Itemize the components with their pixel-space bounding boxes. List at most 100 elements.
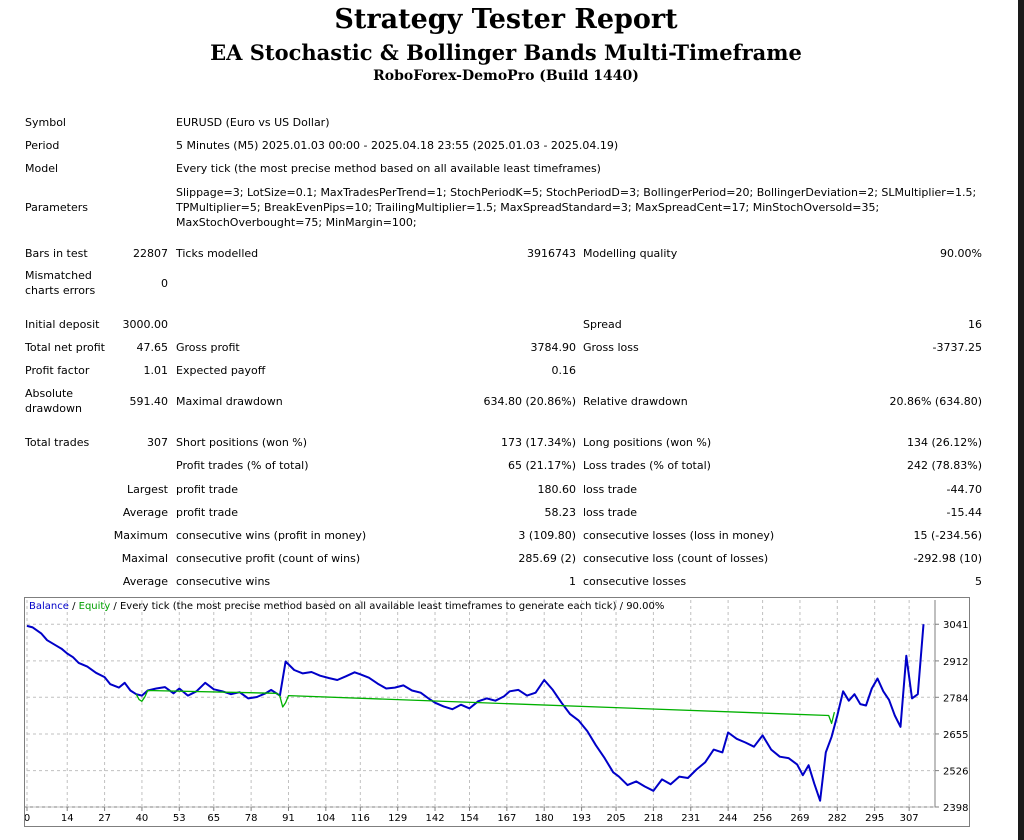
y-tick-label: 2784 (943, 693, 968, 704)
maximum-label: Maximum (113, 529, 168, 542)
x-tick-label: 14 (61, 813, 74, 824)
maximal-consecutive-profit-label: consecutive profit (count of wins) (176, 552, 361, 565)
profit-trades-value: 65 (21.17%) (507, 459, 576, 472)
legend-equity: Equity (78, 601, 111, 612)
average-label: Average (122, 506, 168, 519)
x-tick-label: 40 (136, 813, 149, 824)
x-tick-label: 167 (497, 813, 516, 824)
x-tick-label: 205 (607, 813, 626, 824)
legend-separator: / (68, 601, 79, 612)
parameters-line-1: Slippage=3; LotSize=0.1; MaxTradesPerTre… (176, 186, 977, 199)
x-tick-label: 129 (388, 813, 407, 824)
x-tick-label: 78 (245, 813, 258, 824)
largest-label: Largest (127, 483, 168, 496)
largest-profit-label: profit trade (176, 483, 239, 496)
x-tick-label: 116 (351, 813, 370, 824)
y-tick-label: 2912 (943, 657, 968, 668)
x-tick-label: 91 (282, 813, 295, 824)
period-label: Period (25, 139, 60, 152)
x-tick-label: 231 (681, 813, 700, 824)
average-loss-label: loss trade (583, 506, 638, 519)
absolute-drawdown-value: 591.40 (129, 395, 169, 408)
gross-loss-label: Gross loss (583, 341, 639, 354)
x-tick-label: 269 (790, 813, 809, 824)
gross-profit-label: Gross profit (176, 341, 240, 354)
legend-balance: Balance (29, 601, 69, 612)
maximal-drawdown-value: 634.80 (20.86%) (483, 395, 576, 408)
x-tick-label: 104 (316, 813, 335, 824)
x-tick-label: 307 (900, 813, 919, 824)
x-tick-label: 180 (535, 813, 554, 824)
average-consecutive-wins-value: 1 (569, 575, 576, 588)
loss-trades-value: 242 (78.83%) (906, 459, 982, 472)
x-tick-label: 256 (753, 813, 772, 824)
bars-label: Bars in test (25, 247, 88, 260)
maximal-label: Maximal (121, 552, 168, 565)
max-consecutive-losses-label: consecutive losses (loss in money) (583, 529, 775, 542)
parameters-label: Parameters (25, 201, 88, 214)
average-consecutive-losses-value: 5 (975, 575, 982, 588)
quality-value: 90.00% (940, 247, 982, 260)
y-tick-label: 2655 (943, 730, 968, 741)
largest-loss-label: loss trade (583, 483, 638, 496)
legend-description: / Every tick (the most precise method ba… (110, 601, 665, 612)
absolute-drawdown-label-1: Absolute (25, 387, 74, 400)
mismatch-label-2: charts errors (25, 284, 96, 297)
average-consecutive-wins-label: consecutive wins (176, 575, 271, 588)
average-consecutive-label: Average (122, 575, 168, 588)
x-tick-label: 193 (572, 813, 591, 824)
expected-payoff-value: 0.16 (551, 364, 577, 377)
spread-value: 16 (968, 318, 982, 331)
profit-factor-label: Profit factor (25, 364, 90, 377)
x-tick-label: 0 (25, 813, 30, 824)
parameters-line-2: TPMultiplier=5; BreakEvenPips=10; Traili… (176, 201, 880, 214)
y-tick-label: 3041 (943, 620, 968, 631)
average-profit-value: 58.23 (544, 506, 577, 519)
x-tick-label: 244 (719, 813, 738, 824)
relative-drawdown-value: 20.86% (634.80) (889, 395, 982, 408)
equity-line (135, 689, 836, 725)
absolute-drawdown-label-2: drawdown (25, 402, 82, 415)
short-positions-value: 173 (17.34%) (500, 436, 576, 449)
net-profit-label: Total net profit (25, 341, 105, 354)
deposit-label: Initial deposit (25, 318, 100, 331)
gross-profit-value: 3784.90 (530, 341, 577, 354)
average-consecutive-losses-label: consecutive losses (583, 575, 687, 588)
x-tick-label: 218 (644, 813, 663, 824)
average-loss-value: -15.44 (946, 506, 982, 519)
average-profit-label: profit trade (176, 506, 239, 519)
largest-profit-value: 180.60 (537, 483, 577, 496)
max-consecutive-wins-label: consecutive wins (profit in money) (176, 529, 367, 542)
maximal-consecutive-loss-label: consecutive loss (count of losses) (583, 552, 769, 565)
loss-trades-label: Loss trades (% of total) (583, 459, 711, 472)
model-label: Model (25, 162, 59, 175)
ticks-label: Ticks modelled (176, 247, 259, 260)
maximal-consecutive-profit-value: 285.69 (2) (518, 552, 576, 565)
report-subtitle: EA Stochastic & Bollinger Bands Multi-Ti… (210, 40, 802, 65)
y-tick-label: 2526 (943, 767, 968, 778)
long-positions-value: 134 (26.12%) (906, 436, 982, 449)
report-title: Strategy Tester Report (334, 4, 678, 35)
parameters-line-3: MaxStochOverbought=75; MinMargin=100; (176, 216, 417, 229)
total-trades-value: 307 (147, 436, 168, 449)
x-tick-label: 53 (173, 813, 186, 824)
net-profit-value: 47.65 (136, 341, 169, 354)
balance-chart: 3041 2912 2784 2655 2526 2398 0 14 27 40 53 65 78 91 1… (24, 597, 970, 827)
x-tick-label: 27 (98, 813, 111, 824)
quality-label: Modelling quality (583, 247, 678, 260)
balance-line (26, 624, 925, 802)
broker-build: RoboForex-DemoPro (Build 1440) (373, 68, 639, 84)
deposit-value: 3000.00 (122, 318, 169, 331)
mismatch-value: 0 (161, 277, 168, 290)
short-positions-label: Short positions (won %) (176, 436, 308, 449)
spread-label: Spread (583, 318, 622, 331)
x-tick-label: 142 (425, 813, 444, 824)
window-edge (1018, 0, 1024, 840)
symbol-label: Symbol (25, 116, 66, 129)
x-tick-label: 282 (828, 813, 847, 824)
chart-legend: Balance / Equity / Every tick (the most … (29, 601, 664, 612)
x-tick-label: 154 (460, 813, 479, 824)
maximal-drawdown-label: Maximal drawdown (176, 395, 283, 408)
gross-loss-value: -3737.25 (932, 341, 982, 354)
max-consecutive-wins-value: 3 (109.80) (518, 529, 576, 542)
